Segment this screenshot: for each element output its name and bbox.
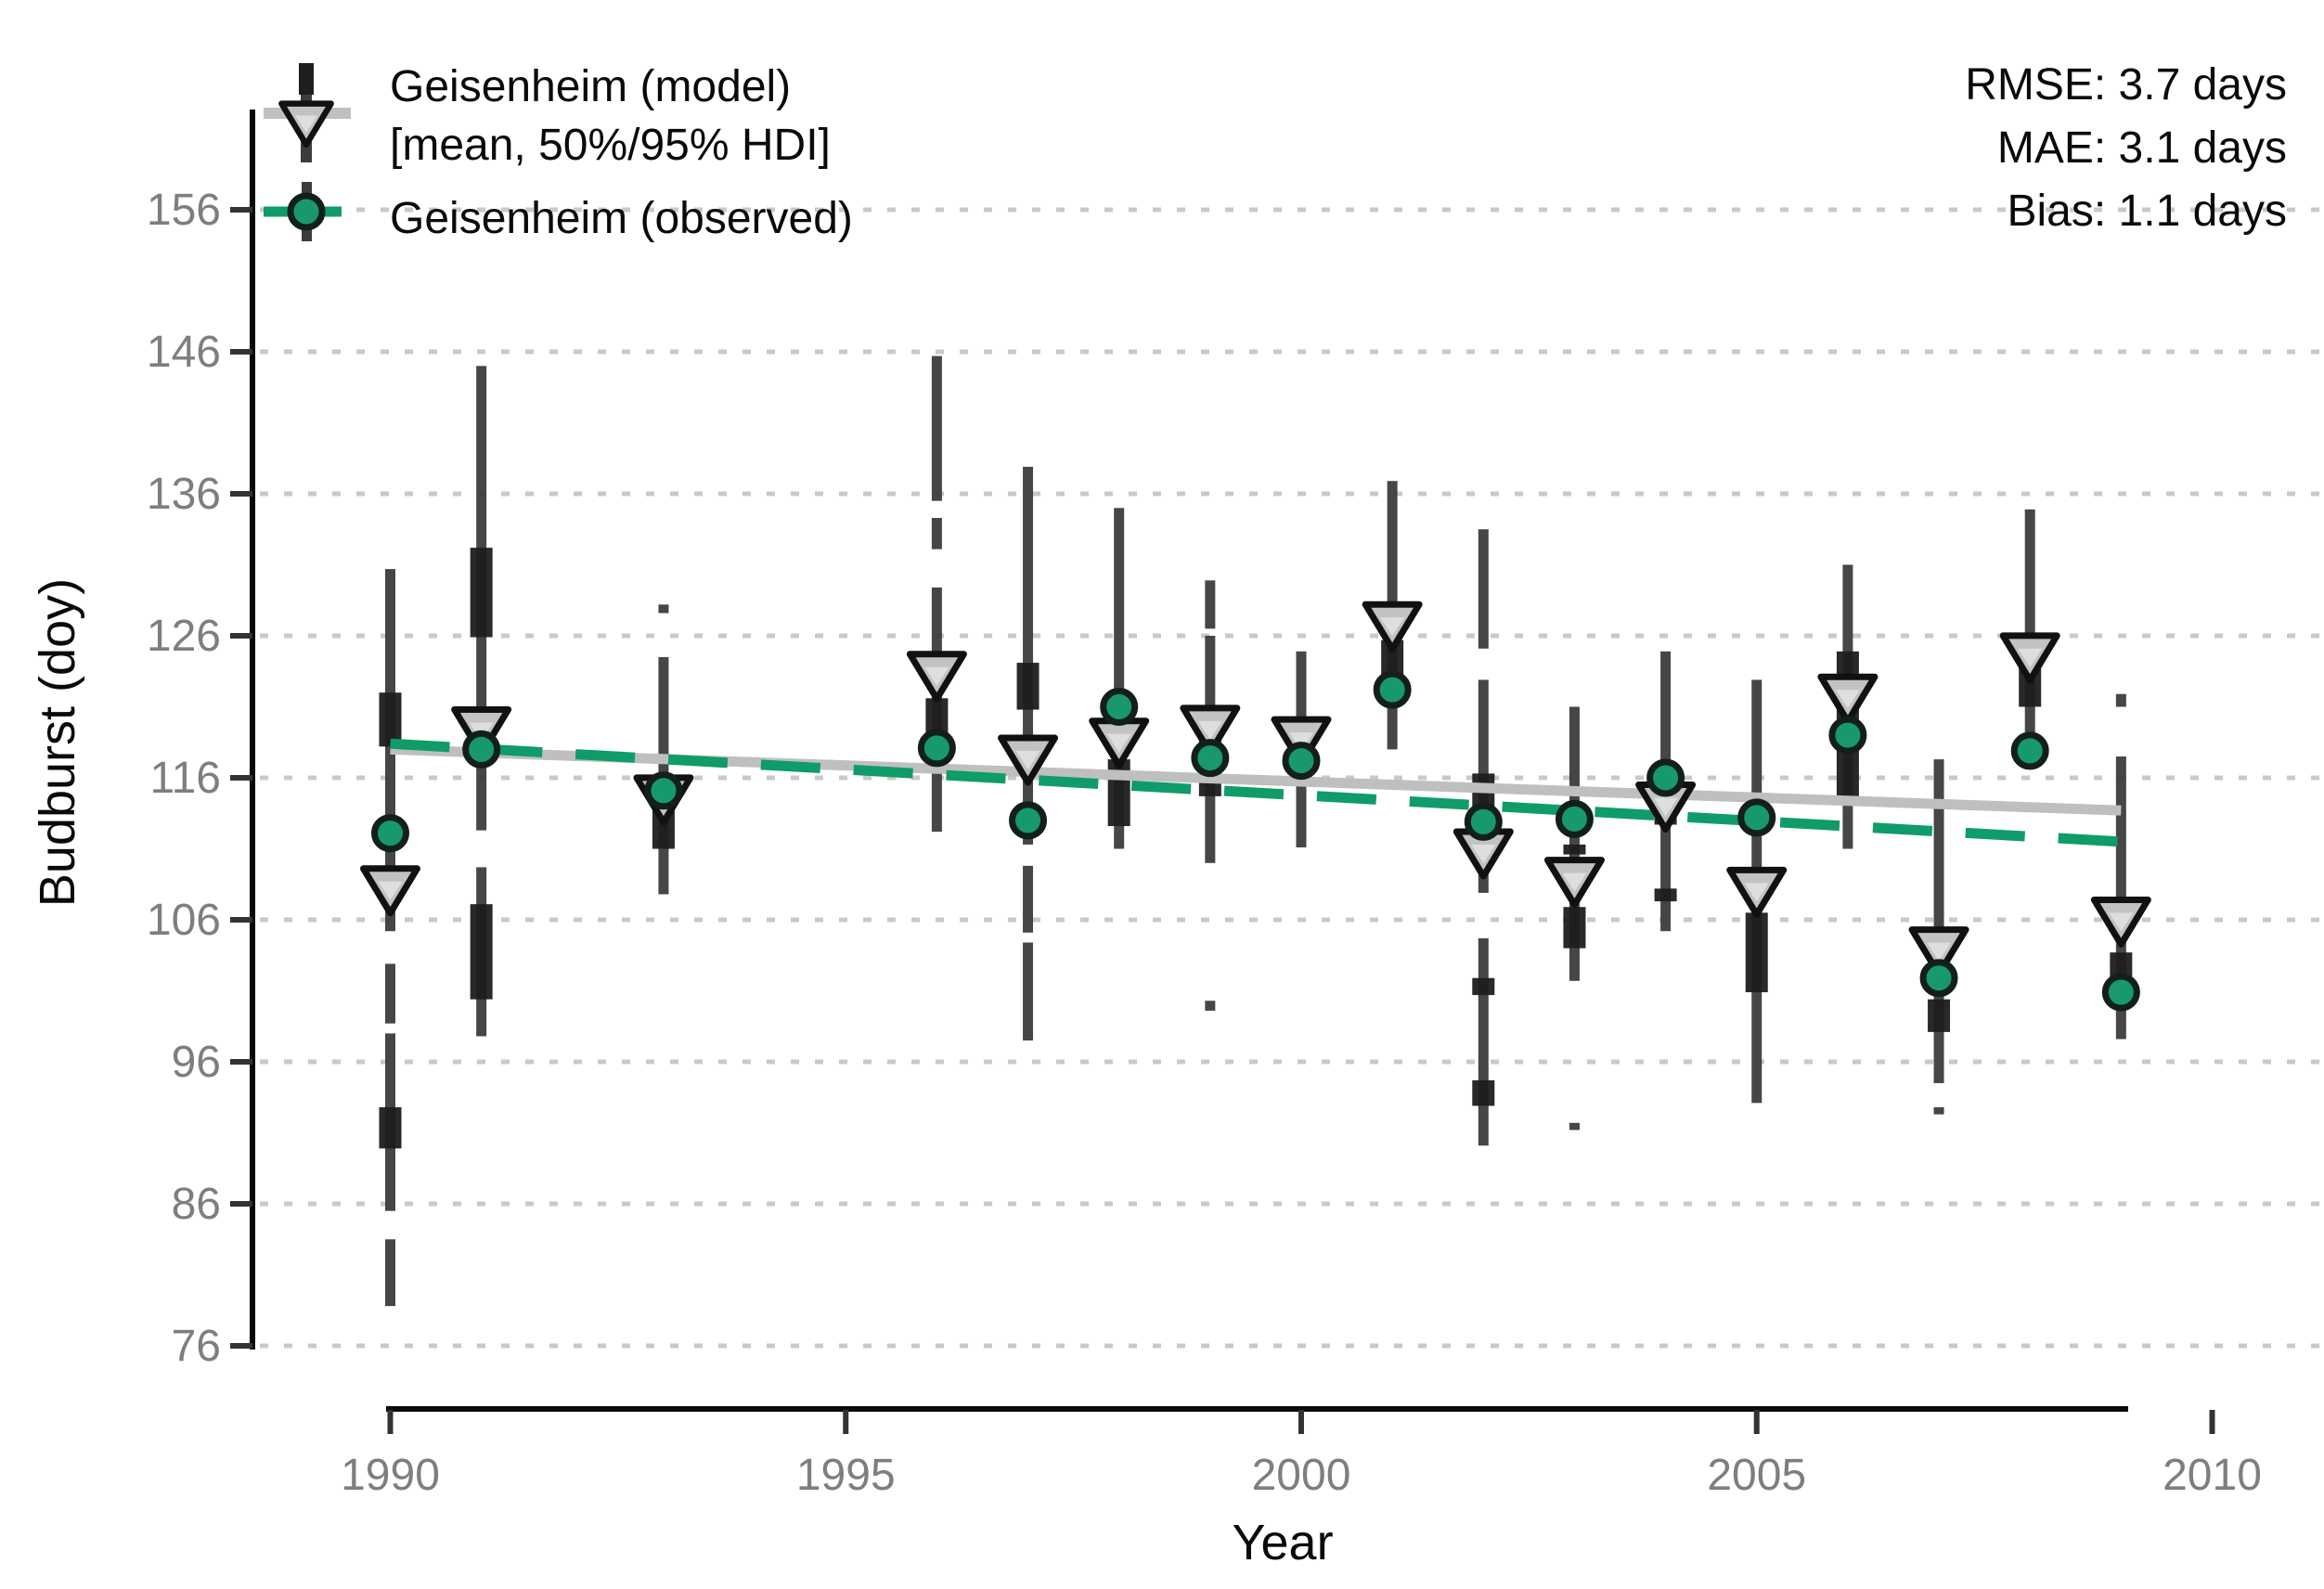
hdi95-segment xyxy=(1569,706,1580,981)
x-tick-label: 2005 xyxy=(1707,1451,1806,1500)
hdi50-segment xyxy=(379,1106,402,1149)
observed-trend-line xyxy=(390,738,2122,847)
hdi95-segment xyxy=(1478,937,1489,1146)
observed-point xyxy=(1373,670,1412,709)
model-mean-triangle-highlight xyxy=(2109,912,2134,932)
hdi50-segment xyxy=(1472,1079,1495,1106)
hdi95-segment xyxy=(385,963,395,1024)
model-mean-triangle-highlight xyxy=(1471,845,1496,864)
model-mean-triangle-highlight xyxy=(378,881,403,900)
model-mean-triangle-highlight xyxy=(1197,720,1222,740)
y-axis-line xyxy=(250,110,255,1350)
hdi95-segment xyxy=(1205,580,1216,629)
y-tick-label: 156 xyxy=(147,186,221,235)
observed-point xyxy=(2101,973,2140,1012)
stat-rmse: RMSE: 3.7 days xyxy=(1965,60,2287,110)
hdi50-segment xyxy=(470,548,493,638)
observed-point xyxy=(1191,739,1230,778)
hdi50-segment xyxy=(1654,888,1677,902)
y-tick-label: 76 xyxy=(172,1322,221,1371)
legend-observed-point-key xyxy=(287,192,326,231)
x-axis-line xyxy=(386,1406,2128,1412)
x-tick-label: 2010 xyxy=(2163,1451,2262,1500)
model-mean-triangle-highlight xyxy=(1562,872,1587,892)
observed-point xyxy=(1282,742,1321,781)
stat-bias: Bias: 1.1 days xyxy=(2007,187,2288,236)
hdi95-segment xyxy=(1023,466,1034,845)
observed-point xyxy=(1737,798,1776,837)
hdi95-segment xyxy=(931,518,942,549)
y-tick-label: 136 xyxy=(147,470,221,519)
legend-model-interval50-key xyxy=(299,63,314,95)
hdi95-segment xyxy=(658,604,669,614)
model-mean-triangle-highlight xyxy=(1106,733,1131,753)
hdi50-segment xyxy=(1745,912,1768,993)
hdi95-segment xyxy=(931,355,942,501)
legend-model-title: Geisenheim (model) xyxy=(390,62,792,111)
hdi50-segment xyxy=(379,692,402,747)
hdi95-segment xyxy=(2115,693,2126,707)
hdi95-segment xyxy=(1933,1106,1944,1115)
observed-point xyxy=(1009,801,1048,840)
x-tick-label: 1995 xyxy=(796,1451,896,1500)
model-mean-triangle-highlight xyxy=(1380,617,1405,637)
hdi50-segment xyxy=(2110,952,2133,977)
observed-point xyxy=(644,771,683,810)
model-mean-triangle-highlight xyxy=(924,666,949,686)
model-mean-triangle-highlight xyxy=(1015,751,1040,770)
y-tick-label: 86 xyxy=(172,1180,221,1229)
hdi50-segment xyxy=(1563,907,1586,949)
observed-point xyxy=(1464,802,1503,841)
hdi50-segment xyxy=(1016,663,1039,710)
hdi95-segment xyxy=(1114,508,1125,849)
observed-point xyxy=(2010,731,2049,770)
model-mean-triangle-highlight xyxy=(1653,797,1678,817)
observed-point xyxy=(1100,688,1139,726)
y-tick-label: 126 xyxy=(147,612,221,661)
y-axis-title: Budburst (doy) xyxy=(30,577,85,908)
hdi50-segment xyxy=(1472,977,1495,996)
fit-statistics: RMSE: 3.7 days MAE: 3.1 days Bias: 1.1 d… xyxy=(1965,54,2287,243)
hdi95-segment xyxy=(1023,942,1034,1041)
hdi95-segment xyxy=(1933,759,1944,1083)
hdi50-segment xyxy=(1107,759,1130,827)
y-tick-label: 96 xyxy=(172,1038,221,1087)
model-mean-triangle-highlight xyxy=(1835,690,1860,709)
x-tick-label: 2000 xyxy=(1252,1451,1351,1500)
x-axis-title: Year xyxy=(1232,1515,1334,1570)
hdi50-segment xyxy=(1563,844,1586,855)
model-mean-triangle-highlight xyxy=(1927,942,1952,962)
y-tick-label: 146 xyxy=(147,328,221,377)
observed-point xyxy=(1646,758,1685,797)
legend-observed-label: Geisenheim (observed) xyxy=(390,194,853,243)
observed-point xyxy=(462,730,501,769)
legend-model-triangle-key-highlight xyxy=(295,115,317,133)
model-mean-triangle-highlight xyxy=(1744,883,1769,902)
legend-model-label: Geisenheim (model) [mean, 50%/95% HDI] xyxy=(390,58,831,174)
y-tick-label: 106 xyxy=(147,896,221,945)
observed-point xyxy=(1555,799,1594,838)
observed-point xyxy=(917,729,956,768)
x-tick-label: 1990 xyxy=(341,1451,440,1500)
hdi95-segment xyxy=(1569,1122,1580,1130)
hdi50-segment xyxy=(1928,999,1951,1032)
hdi95-segment xyxy=(385,1239,395,1307)
observed-point xyxy=(1828,716,1867,755)
hdi95-segment xyxy=(1205,1001,1216,1011)
hdi50-segment xyxy=(470,904,493,1000)
observed-point xyxy=(371,814,409,853)
hdi95-segment xyxy=(1478,529,1489,649)
model-mean-triangle-highlight xyxy=(2018,648,2043,667)
y-tick-label: 116 xyxy=(149,754,221,803)
legend-model-sublabel: [mean, 50%/95% HDI] xyxy=(390,121,831,170)
hdi95-segment xyxy=(1023,865,1034,933)
stat-mae: MAE: 3.1 days xyxy=(1996,123,2287,173)
observed-point xyxy=(1919,959,1958,998)
